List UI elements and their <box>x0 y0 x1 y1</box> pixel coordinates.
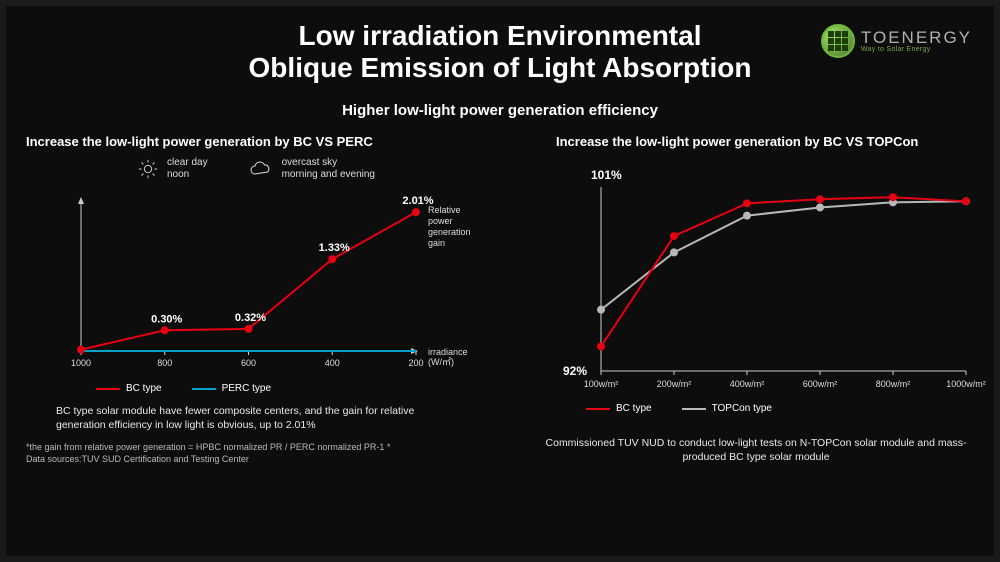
svg-text:800: 800 <box>157 358 172 368</box>
svg-text:0.32%: 0.32% <box>235 312 266 324</box>
weather-clear-label: clear daynoon <box>167 157 208 181</box>
page-subtitle: Higher low-light power generation effici… <box>6 102 994 119</box>
left-caption: BC type solar module have fewer composit… <box>56 404 466 432</box>
svg-text:gain: gain <box>428 238 445 248</box>
right-legend: BC type TOPCon type <box>586 403 986 414</box>
bc-vs-topcon-chart: 101% 92%100w/m² 200w/m² 400w/m² 600w/m² 800w/… <box>526 157 986 397</box>
solar-panel-icon <box>821 24 855 58</box>
svg-text:generation: generation <box>428 227 471 237</box>
svg-text:400w/m²: 400w/m² <box>730 379 765 389</box>
svg-text:400: 400 <box>325 358 340 368</box>
weather-legend: clear daynoon overcast skymorning and ev… <box>26 157 486 181</box>
left-panel: Increase the low-light power generation … <box>6 134 506 546</box>
svg-text:600w/m²: 600w/m² <box>803 379 838 389</box>
left-panel-title: Increase the low-light power generation … <box>26 134 486 149</box>
logo-tagline: Way to Solar Energy <box>861 46 972 53</box>
svg-text:0.30%: 0.30% <box>151 313 182 325</box>
svg-text:200: 200 <box>408 358 423 368</box>
svg-text:1000: 1000 <box>71 358 91 368</box>
left-footnote: *the gain from relative power generation… <box>26 442 486 465</box>
svg-text:1000w/m²: 1000w/m² <box>946 379 986 389</box>
right-caption: Commissioned TUV NUD to conduct low-ligh… <box>526 436 986 464</box>
right-panel: Increase the low-light power generation … <box>506 134 1000 546</box>
cloud-icon <box>248 159 274 179</box>
bc-vs-perc-chart: 1000800600400200irradiance(W/㎡)Relativep… <box>26 187 486 377</box>
svg-text:irradiance: irradiance <box>428 347 468 357</box>
svg-text:101%: 101% <box>591 168 622 182</box>
svg-text:800w/m²: 800w/m² <box>876 379 911 389</box>
svg-text:2.01%: 2.01% <box>402 195 433 207</box>
svg-text:power: power <box>428 216 453 226</box>
title-block: Low irradiation Environmental Oblique Em… <box>6 6 994 119</box>
svg-text:1.33%: 1.33% <box>319 242 350 254</box>
sun-icon <box>137 158 159 180</box>
svg-text:92%: 92% <box>563 364 587 378</box>
svg-text:200w/m²: 200w/m² <box>657 379 692 389</box>
svg-text:600: 600 <box>241 358 256 368</box>
right-panel-title: Increase the low-light power generation … <box>556 134 986 149</box>
logo-brand: TOENERGY <box>861 29 972 46</box>
svg-text:(W/㎡): (W/㎡) <box>428 357 454 367</box>
brand-logo: TOENERGY Way to Solar Energy <box>821 24 972 58</box>
weather-overcast-label: overcast skymorning and evening <box>282 157 375 181</box>
left-legend: BC type PERC type <box>96 383 486 394</box>
svg-text:100w/m²: 100w/m² <box>584 379 619 389</box>
